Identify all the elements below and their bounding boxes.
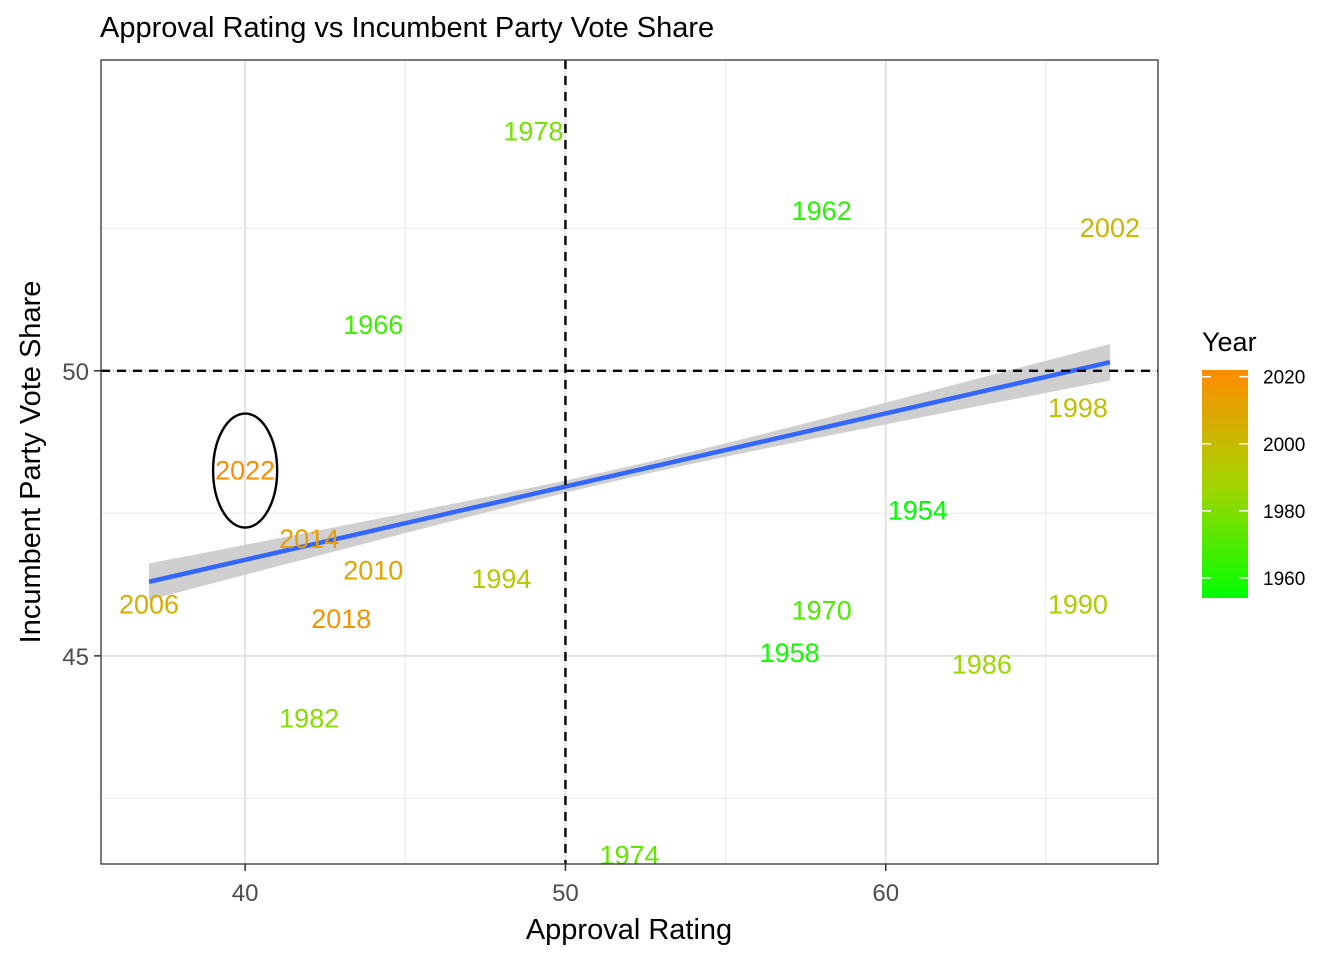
point-label-1994: 1994	[471, 564, 531, 594]
reference-lines	[101, 60, 1158, 864]
point-label-1954: 1954	[888, 495, 948, 525]
point-label-2010: 2010	[343, 555, 403, 585]
legend-ticks: 1960 1980 2000 2020	[1202, 368, 1305, 590]
plot-border	[100, 59, 1159, 865]
point-label-2018: 2018	[311, 604, 371, 634]
chart-title: Approval Rating vs Incumbent Party Vote …	[100, 12, 714, 44]
x-tick-label: 50	[552, 880, 579, 907]
legend-colorbar	[1202, 370, 1248, 598]
legend-tick-label: 2020	[1263, 368, 1305, 389]
point-label-1982: 1982	[279, 704, 339, 734]
legend: Year 1960 1980 2000 2020	[1202, 327, 1305, 598]
point-label-1974: 1974	[599, 840, 659, 870]
point-label-1986: 1986	[952, 649, 1012, 679]
point-label-1978: 1978	[503, 116, 563, 146]
point-label-2006: 2006	[119, 590, 179, 620]
legend-tick-label: 2000	[1263, 435, 1305, 456]
point-label-1990: 1990	[1048, 590, 1108, 620]
highlight-group	[211, 412, 279, 529]
point-label-2002: 2002	[1080, 213, 1140, 243]
y-tick-label: 45	[62, 644, 89, 671]
legend-tick-label: 1960	[1263, 569, 1305, 590]
point-label-2022: 2022	[215, 456, 275, 486]
point-label-1970: 1970	[792, 595, 852, 625]
legend-tick-label: 1980	[1263, 502, 1305, 523]
point-labels: 1954 1958 1962 1966 1970 1974 1978 1982 1986 1990…	[119, 116, 1140, 870]
legend-title: Year	[1202, 327, 1257, 357]
point-label-1962: 1962	[792, 196, 852, 226]
trend-line	[148, 360, 1111, 584]
point-label-1966: 1966	[343, 310, 403, 340]
axis-ticks: 40 50 60 45 50	[62, 359, 899, 907]
y-axis-title: Incumbent Party Vote Share	[15, 281, 47, 644]
point-label-1958: 1958	[760, 638, 820, 668]
x-tick-label: 40	[232, 880, 259, 907]
y-tick-label: 50	[62, 359, 89, 386]
highlight-ellipse	[211, 412, 279, 529]
x-tick-label: 60	[872, 880, 899, 907]
x-axis-title: Approval Rating	[526, 914, 732, 946]
point-label-1998: 1998	[1048, 393, 1108, 423]
point-label-2014: 2014	[279, 524, 339, 554]
trend-line-group	[148, 360, 1111, 584]
